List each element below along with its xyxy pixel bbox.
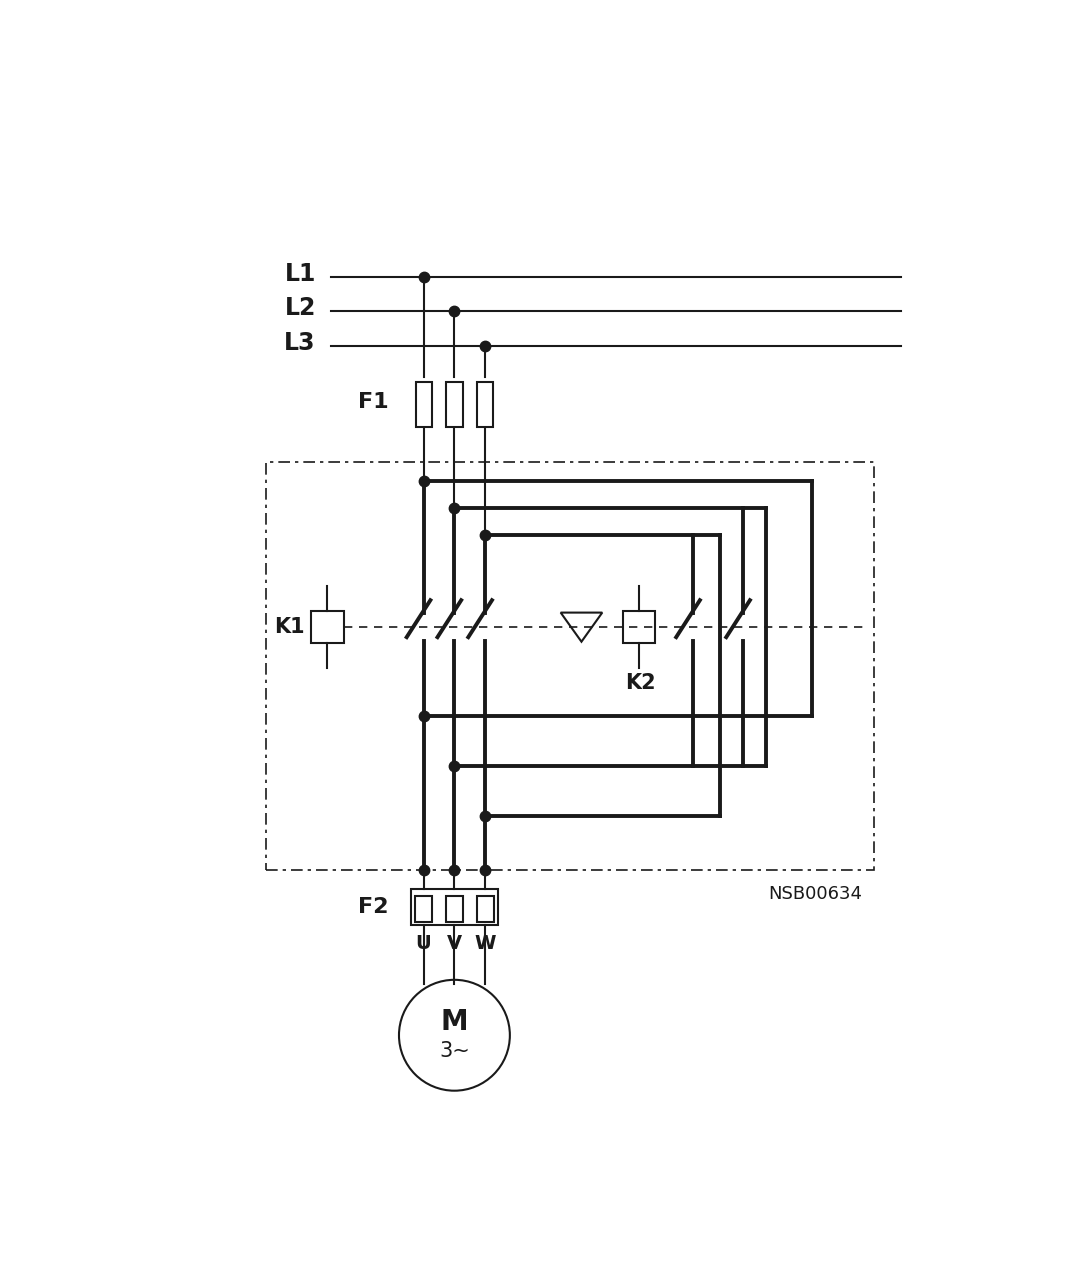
Text: F2: F2: [358, 897, 390, 916]
Text: K1: K1: [274, 617, 305, 637]
Bar: [446, 383, 462, 428]
Bar: [477, 896, 494, 922]
Text: L3: L3: [284, 332, 316, 355]
Text: U: U: [416, 934, 432, 954]
Bar: [446, 896, 462, 922]
Text: K2: K2: [626, 672, 656, 692]
Text: F1: F1: [358, 392, 390, 412]
Bar: [416, 383, 432, 428]
Bar: [623, 611, 655, 644]
Text: L2: L2: [284, 297, 316, 320]
Text: NSB00634: NSB00634: [768, 884, 863, 904]
Bar: [478, 383, 493, 428]
Bar: [311, 611, 344, 644]
Bar: [410, 888, 498, 925]
Text: M: M: [441, 1009, 468, 1037]
Text: L1: L1: [284, 261, 316, 285]
Text: W: W: [474, 934, 496, 954]
Bar: [265, 462, 874, 869]
Bar: [416, 896, 432, 922]
Text: 3~: 3~: [440, 1041, 470, 1061]
Text: V: V: [447, 934, 462, 954]
